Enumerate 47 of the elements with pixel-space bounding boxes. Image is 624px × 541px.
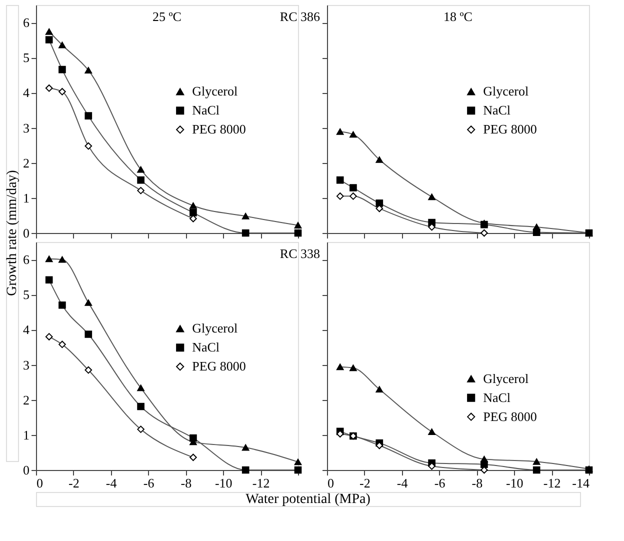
legend-label: PEG 8000: [192, 122, 246, 137]
legend-label: Glycerol: [192, 320, 238, 336]
y-tick-label: 4: [23, 322, 30, 338]
annotation: RC 338: [280, 246, 320, 261]
y-tick-label: 6: [23, 15, 30, 30]
legend-label: PEG 8000: [483, 122, 537, 137]
legend-label: PEG 8000: [483, 408, 537, 424]
legend-label: NaCl: [192, 340, 220, 355]
y-tick-label: 3: [23, 120, 30, 136]
legend-label: PEG 8000: [192, 358, 246, 374]
x-tick-label: -6: [143, 476, 155, 490]
x-tick-label: -8: [180, 476, 192, 490]
y-tick-label: 2: [23, 155, 30, 170]
y-axis-title: Growth rate (mm/day): [5, 170, 20, 296]
x-tick-label: -12: [543, 476, 561, 490]
y-tick-label: 6: [23, 252, 30, 268]
y-tick-label: 1: [23, 190, 30, 206]
legend-label: Glycerol: [483, 84, 529, 99]
x-tick-label: -10: [214, 476, 232, 490]
x-tick-label: -2: [360, 476, 370, 490]
y-tick-label: 3: [23, 357, 30, 372]
x-tick-label: -12: [252, 476, 270, 490]
x-tick-label: -4: [106, 476, 118, 490]
x-tick-label: -10: [506, 476, 524, 490]
y-tick-label: 5: [23, 50, 30, 66]
chart-title: 25 ºC: [152, 9, 182, 24]
legend-label: NaCl: [192, 102, 220, 118]
x-tick-label: -8: [472, 476, 483, 490]
legend-label: NaCl: [483, 390, 511, 405]
y-tick-label: 4: [23, 85, 30, 100]
x-tick-label: 0: [36, 476, 43, 490]
legend-label: NaCl: [483, 102, 511, 118]
legend-label: Glycerol: [483, 370, 529, 386]
y-tick-label: 2: [23, 392, 30, 408]
annotation: RC 386: [280, 9, 320, 24]
chart-title: 18 ºC: [444, 9, 472, 24]
x-axis-title: Water potential (MPa): [246, 492, 371, 507]
x-tick-label: -4: [396, 476, 408, 490]
y-tick-label: 1: [23, 427, 30, 442]
x-tick-label: -2: [68, 476, 80, 490]
y-tick-label: 0: [23, 462, 30, 478]
y-tick-label: 0: [23, 226, 30, 240]
legend-label: Glycerol: [192, 84, 238, 99]
x-tick-label: -14: [572, 476, 590, 490]
x-tick-label: -6: [434, 476, 446, 490]
y-tick-label: 5: [23, 287, 30, 302]
x-tick-label: 0: [328, 476, 334, 490]
